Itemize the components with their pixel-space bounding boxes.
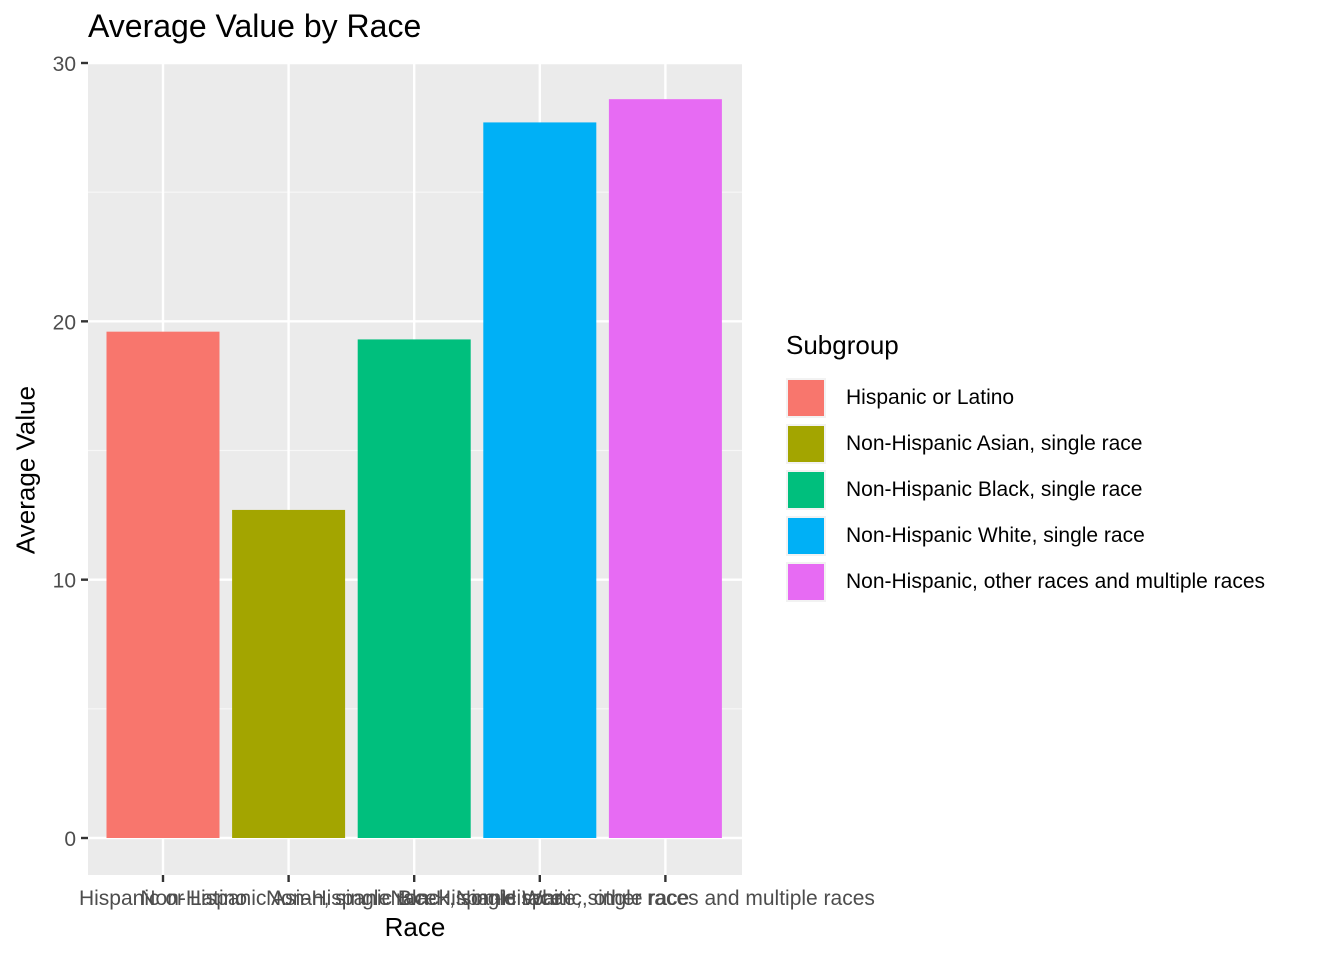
x-tick-label: Non-Hispanic Asian, single race — [140, 887, 436, 910]
legend-item: Non-Hispanic, other races and multiple r… — [786, 559, 1265, 605]
bar — [608, 99, 722, 838]
legend-key — [786, 378, 826, 418]
legend-key — [786, 562, 826, 602]
x-axis-label: Race — [384, 912, 446, 942]
legend-title: Subgroup — [786, 330, 899, 360]
bar — [483, 122, 597, 838]
legend: Subgroup Hispanic or Latino Non-Hispanic… — [786, 330, 1265, 605]
legend-label: Non-Hispanic, other races and multiple r… — [846, 570, 1266, 593]
legend-item: Non-Hispanic Black, single race — [786, 467, 1265, 513]
legend-label: Non-Hispanic Asian, single race — [846, 432, 1143, 455]
x-tick-label: Hispanic or Latino — [79, 887, 247, 910]
y-tick-label: 30 — [53, 53, 76, 76]
legend-item: Hispanic or Latino — [786, 375, 1265, 421]
legend-item: Non-Hispanic White, single race — [786, 513, 1265, 559]
legend-label: Non-Hispanic Black, single race — [846, 478, 1143, 501]
chart-title: Average Value by Race — [88, 8, 422, 44]
legend-key — [786, 470, 826, 510]
legend-item: Non-Hispanic Asian, single race — [786, 421, 1265, 467]
y-axis-label: Average Value — [10, 385, 41, 555]
legend-label: Non-Hispanic White, single race — [846, 524, 1145, 547]
bar — [357, 339, 471, 838]
y-tick-label: 10 — [53, 570, 76, 593]
x-tick-label: Non-Hispanic Black, single race — [266, 887, 562, 910]
legend-label: Hispanic or Latino — [846, 386, 1015, 409]
y-tick-label: 20 — [53, 311, 76, 334]
legend-key — [786, 424, 826, 464]
x-tick-label: Non-Hispanic White, single race — [390, 887, 689, 910]
legend-key — [786, 516, 826, 556]
bar — [106, 331, 220, 838]
bar — [232, 509, 346, 838]
x-tick-label: Non-Hispanic, other races and multiple r… — [456, 887, 875, 910]
y-tick-label: 0 — [64, 828, 76, 851]
